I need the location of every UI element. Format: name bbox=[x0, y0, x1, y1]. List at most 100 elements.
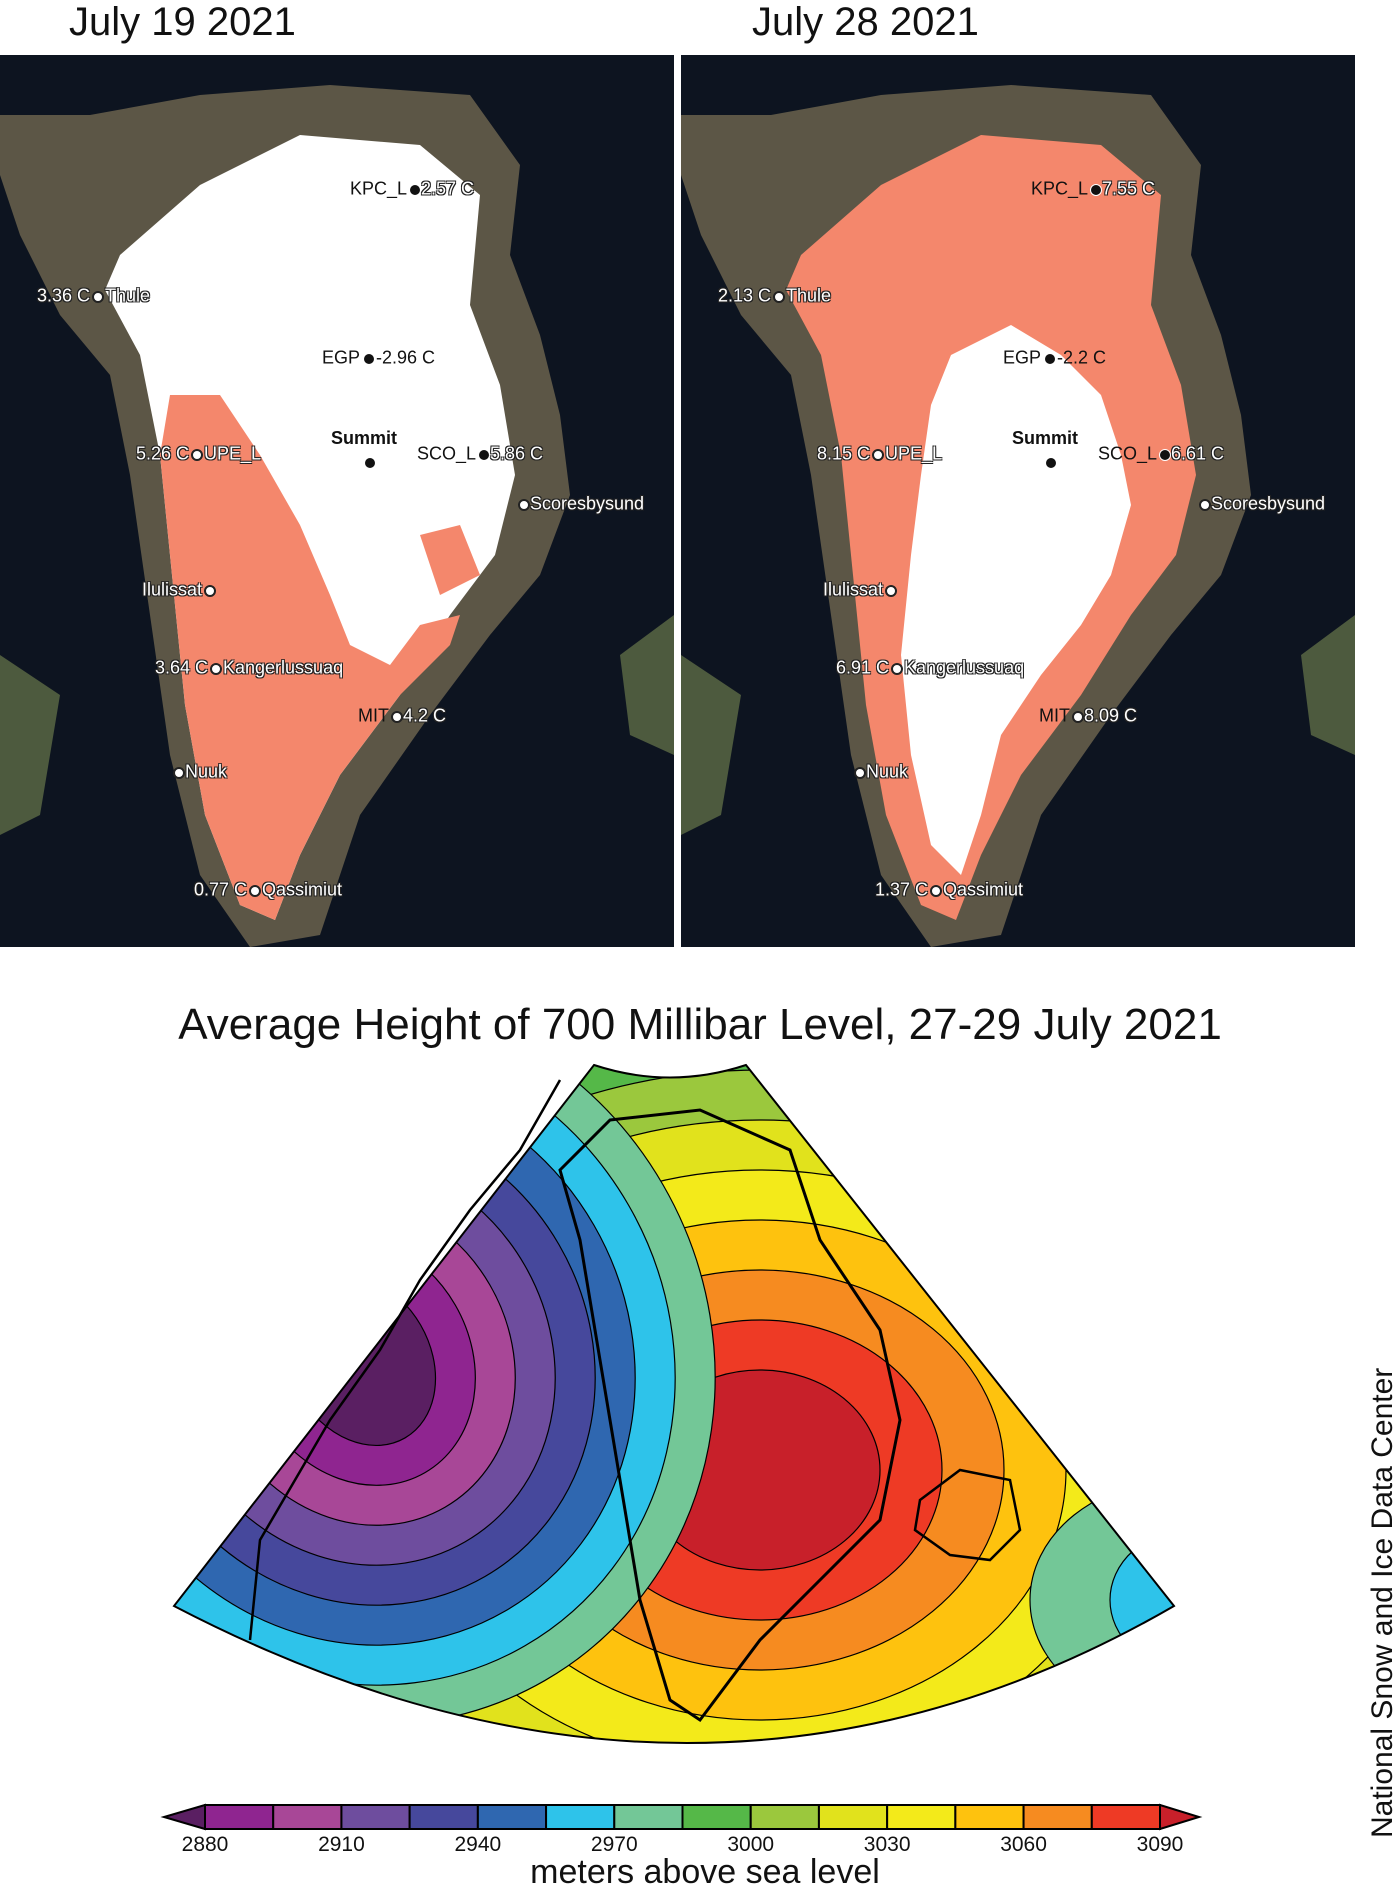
contour-band-low-3 bbox=[174, 1154, 556, 1566]
station-scoresbysund-name: Scoresbysund bbox=[530, 493, 645, 514]
colorbar-swatch bbox=[340, 1804, 411, 1830]
station-upe_l-name: UPE_L bbox=[204, 443, 262, 464]
colorbar-tick-label: 3000 bbox=[727, 1833, 775, 1856]
contour-band-low-2 bbox=[204, 1194, 516, 1526]
melt-area bbox=[160, 395, 480, 920]
station-mit-temp: 4.2 C bbox=[403, 705, 447, 726]
station-marker-kpc_l bbox=[1090, 184, 1102, 196]
station-nuuk-name: Nuuk bbox=[866, 761, 909, 782]
station-kangerlussuaq-temp: 6.91 C bbox=[835, 657, 889, 678]
station-kpc_l-name: KPC_L bbox=[1030, 178, 1088, 199]
map-frame bbox=[172, 1063, 1176, 1744]
colorbar-tick-label: 3060 bbox=[1000, 1833, 1047, 1856]
station-marker-thule bbox=[92, 291, 104, 303]
contour-band-high-14 bbox=[577, 1319, 943, 1621]
station-egp-temp: -2.96 C bbox=[376, 347, 436, 368]
colorbar-swatch bbox=[954, 1804, 1025, 1830]
station-upe_l-temp: 8.15 C bbox=[816, 443, 870, 464]
contour-band-east-7 bbox=[1029, 1479, 1174, 1721]
station-marker-ilulissat bbox=[204, 585, 216, 597]
station-upe_l-name: UPE_L bbox=[885, 443, 943, 464]
colorbar-swatch bbox=[408, 1804, 479, 1830]
colorbar-tick-label: 2940 bbox=[454, 1833, 502, 1856]
station-mit-name: MIT bbox=[358, 705, 389, 726]
station-kangerlussuaq-temp: 3.64 C bbox=[154, 657, 208, 678]
colorbar-swatch bbox=[1090, 1804, 1162, 1830]
station-marker-ilulissat bbox=[885, 585, 897, 597]
station-kpc_l-temp: 7.55 C bbox=[1102, 178, 1156, 199]
station-kangerlussuaq-name: Kangerlussuaq bbox=[223, 657, 344, 678]
contour-band-high-15 bbox=[639, 1369, 881, 1571]
station-sco_l-temp: 5.86 C bbox=[490, 443, 544, 464]
station-qassimiut-name: Qassimiut bbox=[262, 879, 343, 900]
station-marker-summit bbox=[1045, 457, 1057, 469]
station-egp-name: EGP bbox=[1002, 347, 1041, 368]
colorbar-tick-label: 3090 bbox=[1136, 1833, 1184, 1856]
station-sco_l-name: SCO_L bbox=[416, 443, 476, 464]
colorbar-tick-label: 2880 bbox=[181, 1833, 229, 1856]
station-qassimiut-name: Qassimiut bbox=[943, 879, 1024, 900]
colorbar-swatch bbox=[1022, 1804, 1093, 1830]
station-kangerlussuaq-name: Kangerlussuaq bbox=[904, 657, 1025, 678]
contour-band-high-11 bbox=[391, 1169, 1129, 1743]
colorbar-swatch bbox=[681, 1804, 752, 1830]
station-marker-upe_l bbox=[191, 449, 203, 461]
colorbar-swatch bbox=[817, 1804, 889, 1830]
contour-band-high-12 bbox=[453, 1219, 1067, 1721]
station-mit-temp: 8.09 C bbox=[1084, 705, 1138, 726]
station-thule-temp: 2.13 C bbox=[717, 285, 771, 306]
colorbar-swatch bbox=[272, 1804, 343, 1830]
station-marker-upe_l bbox=[872, 449, 884, 461]
station-egp-name: EGP bbox=[321, 347, 360, 368]
station-mit-name: MIT bbox=[1039, 705, 1070, 726]
station-marker-nuuk bbox=[173, 767, 185, 779]
panel-title-left: July 19 2021 bbox=[69, 0, 296, 44]
station-kpc_l-name: KPC_L bbox=[349, 178, 407, 199]
colorbar-swatch bbox=[613, 1804, 684, 1830]
station-marker-scoresbysund bbox=[1199, 499, 1211, 511]
station-upe_l-temp: 5.26 C bbox=[135, 443, 189, 464]
station-marker-qassimiut bbox=[249, 885, 261, 897]
colorbar-swatch bbox=[476, 1804, 548, 1830]
station-marker-thule bbox=[773, 291, 785, 303]
station-kpc_l-temp: 2.57 C bbox=[421, 178, 475, 199]
colorbar-swatch bbox=[749, 1804, 820, 1830]
contour-band-low-5 bbox=[174, 1074, 636, 1646]
contour-map-title: Average Height of 700 Millibar Level, 27… bbox=[178, 1000, 1222, 1049]
station-marker-sco_l bbox=[1159, 449, 1171, 461]
station-nuuk-name: Nuuk bbox=[185, 761, 228, 782]
station-marker-egp bbox=[363, 353, 375, 365]
greenland-coastline bbox=[558, 1108, 902, 1723]
station-qassimiut-temp: 0.77 C bbox=[193, 879, 247, 900]
contour-band-low-6 bbox=[174, 1065, 676, 1686]
station-marker-nuuk bbox=[854, 767, 866, 779]
station-marker-mit bbox=[391, 711, 403, 723]
colorbar-swatch bbox=[886, 1804, 957, 1830]
colorbar-high-arrow bbox=[1159, 1803, 1203, 1831]
melt-map-july-28: KPC_L 7.55 C Thule 2.13 C EGP -2.2 C UPE_L 8.15… bbox=[681, 55, 1355, 947]
credit-text: National Snow and Ice Data Center bbox=[1366, 1367, 1399, 1838]
station-summit-name: Summit bbox=[331, 428, 398, 448]
contour-band-low-0 bbox=[283, 1273, 437, 1447]
station-thule-name: Thule bbox=[105, 285, 151, 306]
ice-sheet bbox=[901, 325, 1131, 875]
station-sco_l-name: SCO_L bbox=[1097, 443, 1157, 464]
melt-map-july-19: KPC_L 2.57 C Thule 3.36 C EGP -2.96 C UPE_L 5.2… bbox=[0, 55, 674, 947]
station-summit-name: Summit bbox=[1012, 428, 1079, 448]
contour-band-low-4 bbox=[174, 1114, 596, 1606]
colorbar-swatch bbox=[545, 1804, 616, 1830]
station-scoresbysund-name: Scoresbysund bbox=[1211, 493, 1326, 514]
colorbar-units-label: meters above sea level bbox=[530, 1853, 880, 1891]
station-marker-kpc_l bbox=[409, 184, 421, 196]
station-thule-name: Thule bbox=[786, 285, 832, 306]
canada-coastline bbox=[248, 1079, 562, 1641]
contour-band-high-10 bbox=[329, 1119, 1174, 1743]
station-egp-temp: -2.2 C bbox=[1057, 347, 1107, 368]
station-marker-kangerlussuaq bbox=[210, 663, 222, 675]
station-marker-egp bbox=[1044, 353, 1056, 365]
colorbar-tick-label: 3030 bbox=[863, 1833, 911, 1856]
colorbar-tick-label: 2910 bbox=[318, 1833, 365, 1856]
contour-band-high-13 bbox=[515, 1269, 1005, 1671]
colorbar-low-arrow bbox=[160, 1803, 206, 1831]
station-marker-kangerlussuaq bbox=[891, 663, 903, 675]
